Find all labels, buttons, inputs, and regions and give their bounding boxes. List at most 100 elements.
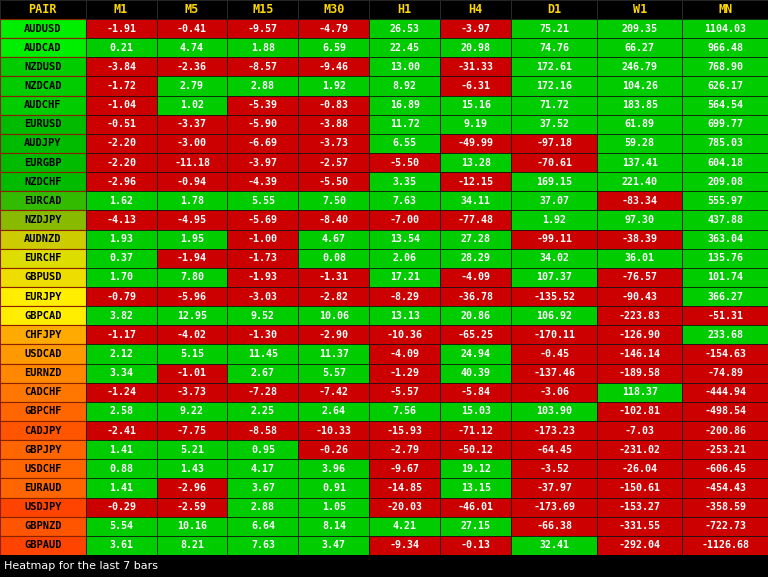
Bar — [369, 249, 440, 268]
Bar — [511, 230, 597, 249]
Bar — [157, 57, 227, 76]
Text: 3.35: 3.35 — [393, 177, 417, 187]
Bar — [597, 134, 683, 153]
Bar — [511, 478, 597, 497]
Bar — [227, 478, 299, 497]
Text: 66.27: 66.27 — [624, 43, 654, 53]
Text: 7.63: 7.63 — [393, 196, 417, 206]
Bar — [0, 383, 85, 402]
Text: M30: M30 — [323, 3, 345, 16]
Text: 3.96: 3.96 — [322, 464, 346, 474]
Bar — [85, 172, 157, 192]
Bar — [299, 517, 369, 536]
Text: 7.80: 7.80 — [180, 272, 204, 282]
Bar — [683, 96, 768, 115]
Bar — [157, 325, 227, 344]
Bar — [0, 38, 85, 57]
Bar — [369, 344, 440, 364]
Text: -8.40: -8.40 — [319, 215, 349, 225]
Bar — [597, 192, 683, 211]
Text: 1.95: 1.95 — [180, 234, 204, 244]
Bar — [440, 230, 511, 249]
Bar — [0, 440, 85, 459]
Text: -3.03: -3.03 — [248, 291, 278, 302]
Text: NZDCAD: NZDCAD — [24, 81, 61, 91]
Text: -9.57: -9.57 — [248, 24, 278, 33]
Text: 2.64: 2.64 — [322, 406, 346, 417]
Bar — [299, 402, 369, 421]
Text: -444.94: -444.94 — [704, 387, 746, 398]
Bar — [597, 172, 683, 192]
Bar — [369, 459, 440, 478]
Text: 15.03: 15.03 — [461, 406, 491, 417]
Text: 1.78: 1.78 — [180, 196, 204, 206]
Bar — [369, 211, 440, 230]
Bar — [597, 306, 683, 325]
Text: -3.88: -3.88 — [319, 119, 349, 129]
Text: -5.96: -5.96 — [177, 291, 207, 302]
Text: 71.72: 71.72 — [539, 100, 569, 110]
Bar — [683, 192, 768, 211]
Bar — [440, 249, 511, 268]
Bar — [157, 383, 227, 402]
Text: 366.27: 366.27 — [707, 291, 743, 302]
Text: -66.38: -66.38 — [536, 521, 572, 531]
Text: 27.15: 27.15 — [461, 521, 491, 531]
Text: 9.52: 9.52 — [251, 310, 275, 321]
Bar — [157, 38, 227, 57]
Text: -99.11: -99.11 — [536, 234, 572, 244]
Bar — [157, 344, 227, 364]
Bar — [440, 268, 511, 287]
Bar — [683, 421, 768, 440]
Bar — [157, 364, 227, 383]
Text: 97.30: 97.30 — [624, 215, 654, 225]
Bar — [683, 459, 768, 478]
Text: -1.30: -1.30 — [248, 330, 278, 340]
Text: 2.79: 2.79 — [180, 81, 204, 91]
Text: 11.45: 11.45 — [248, 349, 278, 359]
Text: 34.02: 34.02 — [539, 253, 569, 263]
Bar — [85, 249, 157, 268]
Bar — [597, 38, 683, 57]
Bar — [85, 76, 157, 96]
Bar — [369, 497, 440, 517]
Text: 5.57: 5.57 — [322, 368, 346, 378]
Text: -1.72: -1.72 — [106, 81, 136, 91]
Text: 5.15: 5.15 — [180, 349, 204, 359]
Text: 15.16: 15.16 — [461, 100, 491, 110]
Text: 20.86: 20.86 — [461, 310, 491, 321]
Bar — [369, 115, 440, 134]
Bar — [683, 249, 768, 268]
Bar — [440, 192, 511, 211]
Bar — [227, 134, 299, 153]
Bar — [299, 38, 369, 57]
Bar — [0, 0, 85, 19]
Text: D1: D1 — [547, 3, 561, 16]
Text: -3.73: -3.73 — [319, 138, 349, 148]
Bar — [683, 517, 768, 536]
Bar — [85, 38, 157, 57]
Text: AUDCHF: AUDCHF — [24, 100, 61, 110]
Text: -7.42: -7.42 — [319, 387, 349, 398]
Text: -11.18: -11.18 — [174, 158, 210, 167]
Text: -46.01: -46.01 — [458, 502, 494, 512]
Text: 209.35: 209.35 — [621, 24, 657, 33]
Text: -14.85: -14.85 — [387, 483, 423, 493]
Bar — [369, 325, 440, 344]
Bar — [157, 249, 227, 268]
Bar — [440, 497, 511, 517]
Text: 3.67: 3.67 — [251, 483, 275, 493]
Text: 4.74: 4.74 — [180, 43, 204, 53]
Text: -1.01: -1.01 — [177, 368, 207, 378]
Bar — [440, 421, 511, 440]
Bar — [299, 440, 369, 459]
Bar — [597, 249, 683, 268]
Text: -74.89: -74.89 — [707, 368, 743, 378]
Text: CADJPY: CADJPY — [24, 426, 61, 436]
Text: 183.85: 183.85 — [621, 100, 657, 110]
Bar — [369, 76, 440, 96]
Text: M15: M15 — [252, 3, 273, 16]
Bar — [227, 115, 299, 134]
Bar — [299, 230, 369, 249]
Text: 785.03: 785.03 — [707, 138, 743, 148]
